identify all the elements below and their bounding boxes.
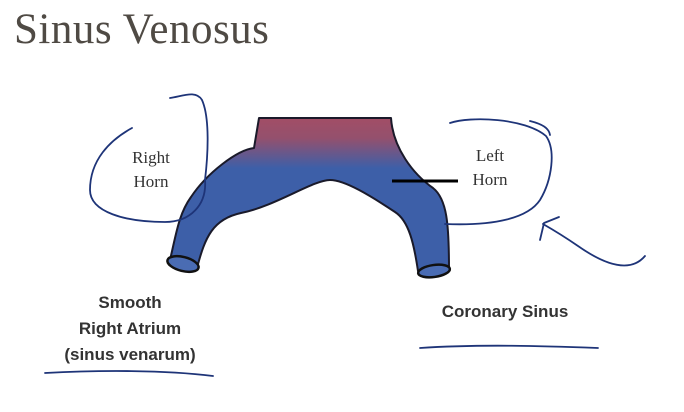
caption-line-sinus-venarum: (sinus venarum): [64, 345, 196, 364]
coronary-sinus-caption: Coronary Sinus: [441, 302, 569, 321]
smooth-right-atrium-caption: Smooth Right Atrium (sinus venarum): [30, 290, 230, 368]
left-horn-label-line1: Left: [475, 146, 505, 165]
coronary-sinus-underline: [419, 344, 599, 349]
right-horn-label: Right Horn: [96, 146, 206, 194]
left-horn-label-line2: Horn: [472, 170, 508, 189]
slide-title: Sinus Venosus: [14, 6, 270, 53]
left-horn-circle-stroke: [444, 118, 553, 226]
right-horn-circle-stroke: [89, 127, 206, 223]
sinus-venosus-body: [168, 117, 450, 272]
right-horn-label-line1: Right: [132, 148, 170, 167]
right-horn-label-line2: Horn: [133, 172, 169, 191]
caption-line-smooth: Smooth: [98, 293, 162, 312]
sinus-venarum-underline: [44, 370, 214, 377]
correction-arrow-stroke: [542, 223, 646, 267]
correction-arrowhead-stroke: [539, 216, 560, 241]
annotation-ink: [44, 93, 646, 377]
right-horn-loop-stroke: [169, 93, 209, 181]
caption-line-right-atrium: Right Atrium: [78, 319, 182, 338]
left-horn-tail-stroke: [529, 120, 551, 136]
right-horn-opening: [166, 254, 200, 274]
left-horn-opening: [416, 263, 452, 279]
left-horn-label: Left Horn: [435, 144, 545, 192]
